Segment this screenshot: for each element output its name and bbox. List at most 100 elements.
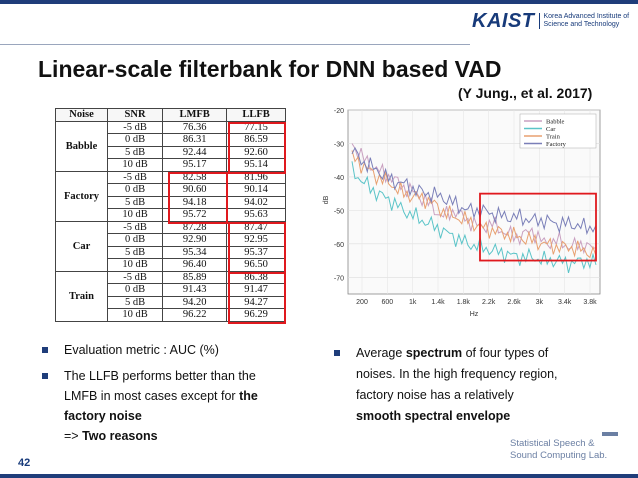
legend-entry: Babble — [546, 119, 565, 126]
bullet-average-spectrum: Average spectrum of four types of noises… — [332, 343, 612, 427]
snr-cell: 10 dB — [106, 308, 164, 322]
table-row: Factory -5 dB 82.58 81.96 — [55, 170, 286, 222]
lmfb-cell: 85.89 — [162, 270, 228, 284]
col-snr: SNR — [106, 108, 164, 122]
table-row: Babble -5 dB 76.36 77.15 — [55, 120, 286, 172]
snr-cell: 10 dB — [106, 208, 164, 222]
bullet-square-icon — [334, 350, 340, 356]
bullets-left: Evaluation metric : AUC (%) The LLFB per… — [40, 340, 300, 452]
llfb-cell: 92.60 — [226, 145, 286, 159]
lmfb-cell: 95.17 — [162, 158, 228, 172]
lmfb-cell: 91.43 — [162, 283, 228, 297]
snr-cell: 0 dB — [106, 233, 164, 247]
snr-cell: 5 dB — [106, 145, 164, 159]
slide-title: Linear-scale filterbank for DNN based VA… — [38, 56, 502, 82]
lmfb-cell: 76.36 — [162, 120, 228, 134]
llfb-cell: 96.50 — [226, 258, 286, 272]
page-number: 42 — [18, 457, 31, 469]
y-tick-label: -60 — [334, 242, 344, 249]
x-tick-label: 3.4k — [558, 299, 572, 306]
snr-cell: -5 dB — [106, 170, 164, 184]
snr-cell: 10 dB — [106, 158, 164, 172]
llfb-cell: 90.14 — [226, 183, 286, 197]
snr-cell: 0 dB — [106, 183, 164, 197]
lmfb-cell: 82.58 — [162, 170, 228, 184]
x-axis-label: Hz — [470, 311, 479, 318]
table-row: 5 dB 94.20 94.27 — [56, 295, 286, 309]
lmfb-cell: 94.18 — [162, 195, 228, 209]
x-tick-label: 2.2k — [482, 299, 496, 306]
table-row: Train -5 dB 85.89 86.38 — [55, 270, 286, 322]
llfb-cell: 86.59 — [226, 133, 286, 147]
x-tick-label: 3.8k — [583, 299, 597, 306]
y-axis-label: dB — [323, 195, 330, 204]
lmfb-cell: 90.60 — [162, 183, 228, 197]
lmfb-cell: 96.22 — [162, 308, 228, 322]
table-row: 5 dB 95.34 95.37 — [56, 245, 286, 259]
llfb-cell: 95.14 — [226, 158, 286, 172]
bullet-llfb-performance: The LLFB performs better than the LMFB i… — [40, 366, 300, 446]
snr-cell: 0 dB — [106, 283, 164, 297]
legend-entry: Car — [546, 126, 556, 133]
top-accent-bar — [0, 0, 638, 4]
snr-cell: 5 dB — [106, 195, 164, 209]
y-tick-label: -20 — [334, 108, 344, 115]
bullet-square-icon — [42, 373, 48, 379]
lmfb-cell: 95.34 — [162, 245, 228, 259]
noise-spectrum-chart: -20 -30 -40 -50 -60 -70 200 600 1k 1.4k 1.8k 2.2k 2.… — [323, 108, 601, 318]
noise-type-cell: Factory — [55, 170, 108, 222]
col-lmfb: LMFB — [162, 108, 228, 122]
col-llfb: LLFB — [226, 108, 286, 122]
table-row: 10 dB 95.72 95.63 — [56, 208, 286, 222]
llfb-cell: 94.02 — [226, 195, 286, 209]
series-line-train — [351, 150, 597, 259]
bullet-square-icon — [42, 347, 48, 353]
bullet-metric: Evaluation metric : AUC (%) — [40, 340, 300, 360]
legend-entry: Train — [546, 134, 561, 141]
series-line-factory — [351, 146, 597, 236]
lab-logo: Statistical Speech & Sound Computing Lab… — [510, 438, 608, 461]
logo-wordmark: KAIST — [472, 9, 535, 32]
lmfb-cell: 95.72 — [162, 208, 228, 222]
bottom-accent-bar — [0, 474, 638, 478]
snr-cell: -5 dB — [106, 120, 164, 134]
y-tick-label: -40 — [334, 175, 344, 182]
x-tick-label: 1.8k — [457, 299, 471, 306]
table-header-row: Noise SNR LMFB LLFB — [55, 108, 286, 122]
noise-type-cell: Train — [55, 270, 108, 322]
snr-cell: 0 dB — [106, 133, 164, 147]
llfb-cell: 94.27 — [226, 295, 286, 309]
table-row: Car -5 dB 87.28 87.47 — [55, 220, 286, 272]
table-row: 0 dB 86.31 86.59 — [56, 133, 286, 147]
x-tick-label: 1.4k — [431, 299, 445, 306]
x-tick-label: 600 — [381, 299, 393, 306]
kaist-logo: KAIST Korea Advanced Institute of Scienc… — [472, 8, 632, 34]
lmfb-cell: 86.31 — [162, 133, 228, 147]
high-frequency-highlight — [479, 192, 597, 262]
snr-cell: 10 dB — [106, 258, 164, 272]
noise-type-cell: Babble — [55, 120, 108, 172]
legend-box — [519, 113, 597, 149]
series-line-car — [351, 161, 597, 274]
table-row: 10 dB 95.17 95.14 — [56, 158, 286, 172]
llfb-cell: 86.38 — [226, 270, 286, 284]
y-tick-label: -50 — [334, 208, 344, 215]
lmfb-cell: 87.28 — [162, 220, 228, 234]
table-row: 0 dB 91.43 91.47 — [56, 283, 286, 297]
llfb-cell: 87.47 — [226, 220, 286, 234]
x-tick-label: 2.6k — [507, 299, 521, 306]
lab-logo-mark — [602, 432, 618, 436]
llfb-cell: 95.63 — [226, 208, 286, 222]
legend-entry: Factory — [546, 141, 567, 148]
llfb-cell: 77.15 — [226, 120, 286, 134]
lmfb-cell: 94.20 — [162, 295, 228, 309]
llfb-cell: 92.95 — [226, 233, 286, 247]
snr-cell: 5 dB — [106, 295, 164, 309]
llfb-cell: 81.96 — [226, 170, 286, 184]
x-tick-label: 3k — [536, 299, 544, 306]
lmfb-cell: 92.90 — [162, 233, 228, 247]
col-noise: Noise — [55, 108, 108, 122]
x-tick-label: 1k — [409, 299, 417, 306]
y-tick-label: -30 — [334, 141, 344, 148]
table-row: 10 dB 96.22 96.29 — [56, 308, 286, 322]
